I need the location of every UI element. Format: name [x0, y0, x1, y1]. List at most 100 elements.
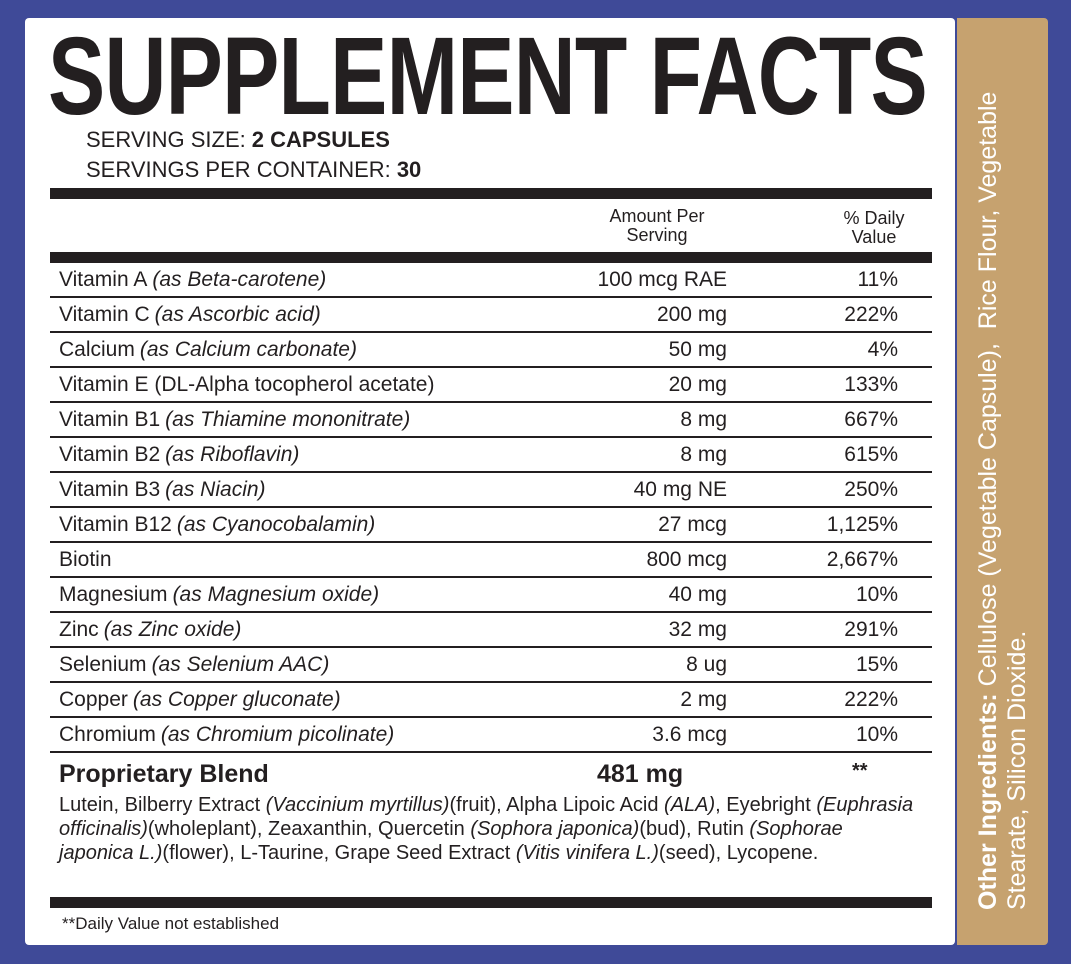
ingredient-text: (Sophorae japonica L.)	[59, 818, 843, 864]
nutrient-amount: 200 mg	[656, 303, 727, 326]
blend-ingredients: Lutein, Bilberry Extract (Vaccinium myrt…	[59, 793, 919, 865]
serving-size-label: SERVING SIZE:	[86, 127, 246, 152]
nutrient-name: Vitamin B3 (as Niacin)	[59, 473, 266, 506]
nutrient-amount: 20 mg	[668, 373, 727, 396]
nutrient-label: Vitamin E (DL-Alpha tocopherol acetate)	[59, 373, 435, 396]
rule	[50, 897, 932, 908]
nutrient-amount: 40 mg NE	[633, 478, 727, 501]
nutrient-dv: 222%	[844, 688, 898, 711]
nutrient-dv: 10%	[855, 583, 898, 606]
nutrient-source: (as Beta-carotene)	[152, 268, 327, 291]
nutrient-amount: 8 mg	[680, 408, 727, 431]
nutrient-source: (as Ascorbic acid)	[154, 303, 321, 326]
nutrient-dv: 291%	[844, 618, 898, 641]
nutrient-row: Calcium (as Calcium carbonate) 50 mg 4%	[50, 333, 932, 368]
nutrient-dv: 250%	[844, 478, 898, 501]
nutrient-dv: 222%	[844, 303, 898, 326]
nutrient-row: Vitamin C (as Ascorbic acid) 200 mg 222%	[50, 298, 932, 333]
other-ingredients-label: Other Ingredients:	[974, 693, 1002, 910]
nutrient-source: (as Copper gluconate)	[132, 688, 341, 711]
nutrient-row: Vitamin A (as Beta-carotene) 100 mcg RAE 11…	[50, 263, 932, 298]
ingredient-text: (Euphrasia officinalis)	[59, 794, 914, 840]
nutrient-amount: 2 mg	[680, 688, 727, 711]
footnote: **Daily Value not established	[62, 914, 280, 933]
nutrient-row: Chromium (as Chromium picolinate) 3.6 mcg 1…	[50, 718, 932, 753]
nutrient-amount: 50 mg	[668, 338, 727, 361]
nutrient-row: Vitamin B2 (as Riboflavin) 8 mg 615%	[50, 438, 932, 473]
nutrient-label: Selenium	[59, 653, 147, 676]
nutrient-name: Biotin	[59, 543, 112, 576]
nutrient-row: Magnesium (as Magnesium oxide) 40 mg 10%	[50, 578, 932, 613]
nutrient-dv: 15%	[855, 653, 898, 676]
nutrient-source: (as Selenium AAC)	[151, 653, 330, 676]
nutrient-row: Vitamin B3 (as Niacin) 40 mg NE 250%	[50, 473, 932, 508]
nutrient-name: Selenium (as Selenium AAC)	[59, 648, 329, 681]
ingredient-text: (flower), L-Taurine, Grape Seed Extract	[162, 842, 516, 864]
blend-amount: 481 mg	[597, 760, 684, 788]
nutrient-dv: 2,667%	[826, 548, 898, 571]
nutrient-label: Biotin	[59, 548, 112, 571]
nutrient-name: Chromium (as Chromium picolinate)	[59, 718, 394, 751]
amount-header: Amount Per Serving	[609, 206, 705, 245]
nutrient-amount: 800 mcg	[646, 548, 727, 571]
nutrient-amount: 32 mg	[668, 618, 727, 641]
blend-name: Proprietary Blend	[59, 760, 269, 788]
ingredient-text: (bud), Rutin	[639, 818, 750, 840]
nutrient-name: Vitamin C (as Ascorbic acid)	[59, 298, 321, 331]
nutrient-source: (as Magnesium oxide)	[172, 583, 380, 606]
nutrient-name: Vitamin E (DL-Alpha tocopherol acetate)	[59, 368, 434, 401]
label-panel	[25, 18, 955, 945]
nutrient-name: Vitamin B12 (as Cyanocobalamin)	[59, 508, 375, 541]
nutrient-label: Magnesium	[59, 583, 168, 606]
nutrient-name: Calcium (as Calcium carbonate)	[59, 333, 357, 366]
nutrient-source: (as Thiamine mononitrate)	[165, 408, 411, 431]
nutrient-row: Selenium (as Selenium AAC) 8 ug 15%	[50, 648, 932, 683]
other-ingredients: Other Ingredients: Cellulose (Vegetable …	[974, 30, 1032, 910]
nutrient-label: Chromium	[59, 723, 156, 746]
nutrient-amount: 3.6 mcg	[652, 723, 727, 746]
nutrient-row: Zinc (as Zinc oxide) 32 mg 291%	[50, 613, 932, 648]
nutrient-source: (as Niacin)	[165, 478, 266, 501]
ingredient-text: (ALA)	[664, 794, 716, 816]
nutrient-label: Vitamin A	[59, 268, 148, 291]
nutrient-label: Vitamin B2	[59, 443, 161, 466]
nutrient-dv: 133%	[844, 373, 898, 396]
serving-size-value: 2 CAPSULES	[251, 127, 390, 152]
nutrient-rows: Vitamin A (as Beta-carotene) 100 mcg RAE 11…	[50, 263, 932, 753]
servings-label: SERVINGS PER CONTAINER:	[86, 157, 391, 182]
nutrient-source: (as Cyanocobalamin)	[176, 513, 376, 536]
nutrient-label: Vitamin B12	[59, 513, 172, 536]
servings-value: 30	[396, 157, 422, 182]
title: SUPPLEMENT FACTS	[48, 15, 928, 138]
nutrient-row: Vitamin E (DL-Alpha tocopherol acetate) 2…	[50, 368, 932, 403]
blend-dv: **	[852, 760, 868, 782]
blend-row: Proprietary Blend 481 mg **	[59, 760, 932, 789]
nutrient-name: Magnesium (as Magnesium oxide)	[59, 578, 379, 611]
nutrient-label: Copper	[59, 688, 128, 711]
nutrient-name: Vitamin B1 (as Thiamine mononitrate)	[59, 403, 410, 436]
nutrient-label: Vitamin B1	[59, 408, 161, 431]
rule	[50, 252, 932, 263]
nutrient-name: Copper (as Copper gluconate)	[59, 683, 341, 716]
nutrient-amount: 8 mg	[680, 443, 727, 466]
nutrient-name: Zinc (as Zinc oxide)	[59, 613, 241, 646]
nutrient-label: Vitamin C	[59, 303, 150, 326]
nutrient-row: Biotin 800 mcg 2,667%	[50, 543, 932, 578]
ingredient-text: (wholeplant), Zeaxanthin, Quercetin	[147, 818, 471, 840]
serving-size: SERVING SIZE: 2 CAPSULES	[86, 127, 390, 153]
nutrient-dv: 4%	[867, 338, 898, 361]
nutrient-dv: 667%	[844, 408, 898, 431]
nutrient-source: (as Chromium picolinate)	[160, 723, 395, 746]
ingredient-text: (Vitis vinifera L.)	[515, 842, 659, 864]
nutrient-source: (as Riboflavin)	[165, 443, 300, 466]
side-band	[957, 18, 1048, 945]
dv-header: % Daily Value	[843, 208, 905, 247]
ingredient-text: (Sophora japonica)	[470, 818, 640, 840]
nutrient-dv: 615%	[844, 443, 898, 466]
nutrient-amount: 8 ug	[686, 653, 727, 676]
rule	[50, 188, 932, 199]
nutrient-amount: 27 mcg	[658, 513, 727, 536]
nutrient-source: (as Zinc oxide)	[103, 618, 242, 641]
nutrient-row: Vitamin B12 (as Cyanocobalamin) 27 mcg 1,12…	[50, 508, 932, 543]
